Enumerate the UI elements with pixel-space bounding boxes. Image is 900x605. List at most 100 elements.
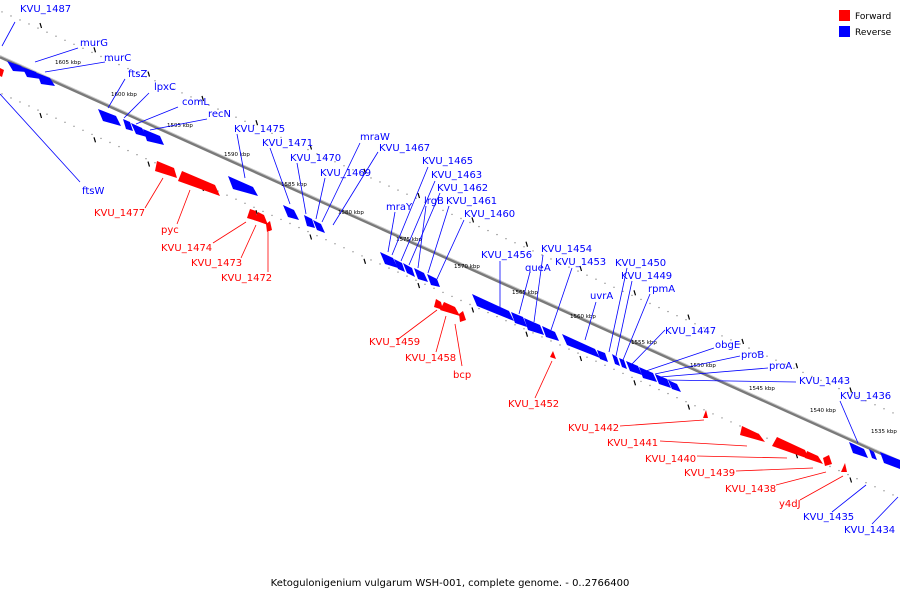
- gene-reverse[interactable]: [849, 442, 868, 458]
- gene-label[interactable]: KVU_1447: [665, 326, 716, 337]
- gene-reverse[interactable]: [304, 215, 315, 228]
- gene-label[interactable]: KVU_1449: [621, 271, 672, 282]
- gene-label[interactable]: KVU_1436: [840, 391, 891, 402]
- gene-label[interactable]: lrgB: [424, 196, 444, 207]
- gene-reverse[interactable]: [380, 252, 398, 268]
- gene-reverse[interactable]: [123, 119, 133, 131]
- gene-reverse[interactable]: [143, 129, 164, 145]
- gene-forward[interactable]: [434, 299, 443, 310]
- gene-reverse[interactable]: [619, 358, 627, 369]
- gene-label[interactable]: lpxC: [154, 82, 176, 93]
- gene-label[interactable]: KVU_1452: [508, 399, 559, 410]
- gene-label[interactable]: rpmA: [648, 284, 675, 295]
- gene-label[interactable]: KVU_1439: [684, 468, 735, 479]
- gene-reverse[interactable]: [98, 109, 121, 126]
- gene-reverse[interactable]: [639, 367, 657, 382]
- gene-reverse[interactable]: [283, 205, 299, 220]
- gene-reverse[interactable]: [626, 361, 642, 375]
- gene-forward[interactable]: [440, 302, 460, 316]
- gene-label[interactable]: ftsW: [82, 186, 104, 197]
- gene-label[interactable]: KVU_1475: [234, 124, 285, 135]
- gene-reverse[interactable]: [880, 452, 900, 469]
- gene-reverse[interactable]: [7, 61, 27, 72]
- gene-reverse[interactable]: [511, 312, 527, 327]
- gene-label[interactable]: KVU_1465: [422, 156, 473, 167]
- gene-label[interactable]: KVU_1462: [437, 183, 488, 194]
- gene-forward[interactable]: [703, 410, 708, 418]
- gene-label[interactable]: queA: [525, 263, 551, 274]
- gene-reverse[interactable]: [655, 374, 671, 388]
- gene-forward[interactable]: [459, 311, 466, 322]
- gene-reverse[interactable]: [403, 263, 415, 277]
- gene-forward[interactable]: [247, 209, 257, 221]
- gene-label[interactable]: KVU_1463: [431, 170, 482, 181]
- gene-forward[interactable]: [550, 351, 556, 359]
- gene-label[interactable]: KVU_1454: [541, 244, 592, 255]
- gene-forward[interactable]: [772, 437, 809, 459]
- gene-label[interactable]: KVU_1474: [161, 243, 212, 254]
- gene-reverse[interactable]: [37, 73, 55, 86]
- gene-forward[interactable]: [155, 161, 177, 178]
- gene-forward[interactable]: [254, 212, 268, 225]
- gene-label[interactable]: KVU_1450: [615, 258, 666, 269]
- gene-label[interactable]: pyc: [161, 225, 179, 236]
- gene-reverse[interactable]: [472, 294, 514, 321]
- gene-forward[interactable]: [178, 171, 220, 196]
- gene-label[interactable]: y4dJ: [779, 499, 801, 510]
- gene-label[interactable]: KVU_1440: [645, 454, 696, 465]
- gene-reverse[interactable]: [131, 123, 147, 137]
- gene-label[interactable]: KVU_1469: [320, 168, 371, 179]
- gene-label[interactable]: uvrA: [590, 291, 613, 302]
- gene-forward[interactable]: [266, 221, 272, 232]
- gene-forward[interactable]: [841, 463, 847, 472]
- gene-reverse[interactable]: [869, 449, 877, 460]
- gene-label[interactable]: proB: [741, 350, 764, 361]
- gene-reverse[interactable]: [524, 318, 544, 335]
- gene-reverse[interactable]: [612, 354, 620, 366]
- gene-reverse[interactable]: [597, 350, 608, 362]
- gene-label[interactable]: KVU_1453: [555, 257, 606, 268]
- gene-reverse[interactable]: [542, 326, 559, 341]
- gene-label[interactable]: KVU_1443: [799, 376, 850, 387]
- gene-reverse[interactable]: [427, 274, 440, 287]
- gene-label[interactable]: KVU_1471: [262, 138, 313, 149]
- gene-forward[interactable]: [740, 426, 765, 442]
- gene-label[interactable]: KVU_1458: [405, 353, 456, 364]
- gene-label[interactable]: KVU_1487: [20, 4, 71, 15]
- gene-label[interactable]: KVU_1467: [379, 143, 430, 154]
- gene-reverse[interactable]: [228, 176, 258, 196]
- gene-label[interactable]: KVU_1456: [481, 250, 532, 261]
- gene-label[interactable]: KVU_1435: [803, 512, 854, 523]
- gene-reverse[interactable]: [313, 220, 325, 233]
- gene-label[interactable]: mraY: [386, 202, 413, 213]
- gene-label[interactable]: bcp: [453, 370, 471, 381]
- gene-reverse[interactable]: [394, 259, 405, 272]
- gene-forward[interactable]: [0, 68, 4, 77]
- gene-label[interactable]: mraW: [360, 132, 390, 143]
- gene-label[interactable]: KVU_1459: [369, 337, 420, 348]
- gene-label[interactable]: KVU_1442: [568, 423, 619, 434]
- gene-label[interactable]: obgE: [715, 340, 740, 351]
- gene-label[interactable]: ftsZ: [128, 69, 147, 80]
- gene-label[interactable]: KVU_1434: [844, 525, 895, 536]
- gene-label[interactable]: KVU_1461: [446, 196, 497, 207]
- gene-label[interactable]: KVU_1441: [607, 438, 658, 449]
- gene-forward[interactable]: [823, 455, 832, 466]
- gene-label[interactable]: recN: [208, 109, 231, 120]
- gene-label[interactable]: KVU_1470: [290, 153, 341, 164]
- gene-label[interactable]: murC: [104, 53, 131, 64]
- gene-label[interactable]: KVU_1438: [725, 484, 776, 495]
- gene-forward[interactable]: [805, 451, 823, 464]
- gene-label[interactable]: KVU_1477: [94, 208, 145, 219]
- gene-reverse[interactable]: [414, 268, 428, 282]
- gene-label[interactable]: KVU_1460: [464, 209, 515, 220]
- gene-label[interactable]: comL: [182, 97, 209, 108]
- gene-label[interactable]: proA: [769, 361, 792, 372]
- gene-label[interactable]: KVU_1473: [191, 258, 242, 269]
- gene-reverse[interactable]: [22, 67, 41, 79]
- gene-reverse[interactable]: [668, 380, 681, 392]
- gene-label[interactable]: KVU_1472: [221, 273, 272, 284]
- gene-reverse[interactable]: [562, 334, 600, 358]
- gene-label[interactable]: murG: [80, 38, 108, 49]
